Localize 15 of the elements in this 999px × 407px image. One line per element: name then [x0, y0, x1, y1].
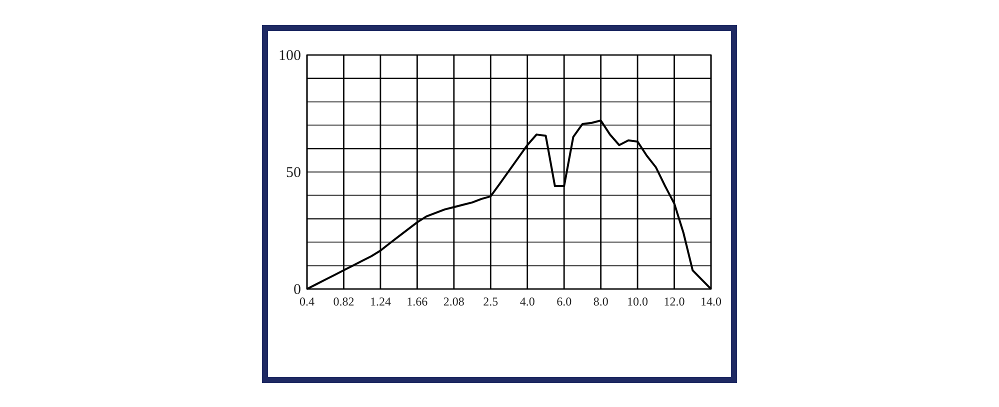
x-tick-label: 1.66 — [406, 294, 428, 309]
x-tick-label: 8.0 — [593, 294, 608, 309]
x-tick-label: 10.0 — [627, 294, 648, 309]
y-tick-label: 50 — [286, 164, 301, 181]
y-tick-label: 0 — [294, 282, 301, 298]
x-tick-label: 6.0 — [556, 294, 572, 309]
y-tick-label: 100 — [278, 48, 301, 64]
x-tick-label: 14.0 — [700, 294, 722, 309]
x-tick-label: 0.82 — [333, 294, 354, 309]
x-tick-label: 2.08 — [443, 294, 464, 309]
x-tick-label: 1.24 — [370, 294, 391, 309]
x-tick-label: 0.4 — [300, 294, 314, 309]
x-tick-label: 12.0 — [664, 294, 685, 309]
x-tick-label: 4.0 — [520, 294, 535, 309]
x-tick-label: 2.5 — [483, 294, 498, 309]
